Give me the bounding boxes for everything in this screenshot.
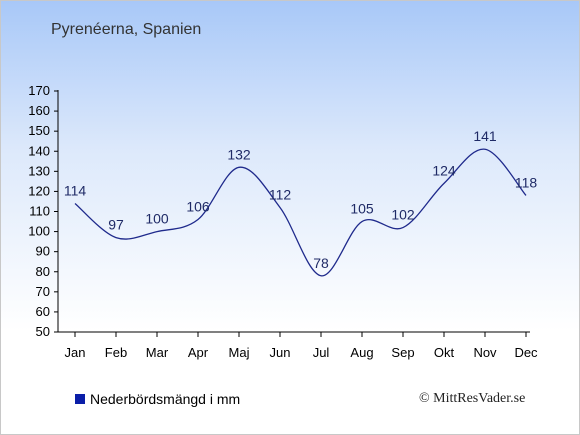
x-tick-label: Nov (473, 345, 497, 360)
data-label: 100 (145, 211, 169, 227)
legend-label: Nederbördsmängd i mm (90, 391, 241, 407)
data-label: 124 (432, 162, 456, 178)
x-tick-label: Okt (434, 345, 455, 360)
chart-title: Pyrenéerna, Spanien (51, 21, 202, 38)
y-tick-label: 80 (36, 264, 50, 279)
x-tick-label: Feb (105, 345, 127, 360)
data-label: 141 (473, 128, 497, 144)
y-tick-label: 110 (29, 204, 50, 219)
legend: Nederbördsmängd i mm (75, 391, 240, 407)
y-tick-label: 150 (28, 123, 50, 138)
series-line (74, 148, 527, 277)
data-label: 97 (108, 217, 124, 233)
data-label: 78 (313, 255, 329, 271)
y-tick-label: 50 (36, 324, 50, 339)
x-tick-label: Sep (391, 345, 414, 360)
x-tick-label: Aug (350, 345, 373, 360)
data-label: 132 (227, 146, 251, 162)
legend-swatch (75, 394, 85, 404)
x-tick-label: Jul (313, 345, 330, 360)
x-tick-label: Dec (514, 345, 538, 360)
y-tick-label: 100 (28, 224, 50, 239)
x-tick-label: Maj (229, 345, 250, 360)
data-label: 102 (391, 207, 415, 223)
y-tick-label: 170 (28, 83, 50, 98)
data-label: 112 (269, 186, 292, 202)
data-label: 105 (350, 201, 374, 217)
data-label: 118 (515, 174, 538, 190)
copyright-notice: © MittResVader.se (419, 391, 526, 406)
y-tick-label: 140 (28, 143, 50, 158)
data-label: 106 (186, 199, 210, 215)
y-tick-label: 90 (36, 244, 50, 259)
y-tick-label: 160 (28, 103, 50, 118)
y-tick-label: 70 (36, 284, 50, 299)
y-tick-label: 130 (28, 163, 50, 178)
x-tick-label: Jan (65, 345, 86, 360)
y-tick-label: 120 (28, 183, 50, 198)
x-tick-label: Jun (270, 345, 291, 360)
data-label: 114 (64, 182, 87, 198)
x-tick-label: Mar (146, 345, 169, 360)
y-tick-label: 60 (36, 304, 50, 319)
x-tick-label: Apr (188, 345, 209, 360)
